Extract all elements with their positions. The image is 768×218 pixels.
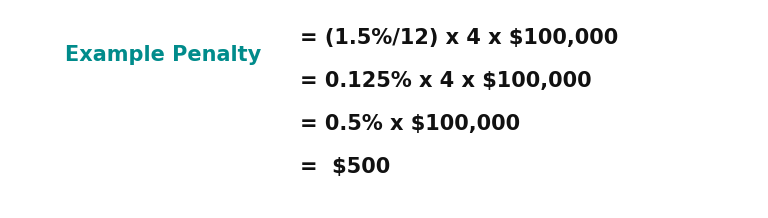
Text: = 0.125% x 4 x $100,000: = 0.125% x 4 x $100,000	[300, 71, 591, 91]
Text: Example Penalty: Example Penalty	[65, 45, 261, 65]
Text: =  $500: = $500	[300, 157, 390, 177]
Text: = (1.5%/12) x 4 x $100,000: = (1.5%/12) x 4 x $100,000	[300, 28, 618, 48]
Text: = 0.5% x $100,000: = 0.5% x $100,000	[300, 114, 520, 134]
